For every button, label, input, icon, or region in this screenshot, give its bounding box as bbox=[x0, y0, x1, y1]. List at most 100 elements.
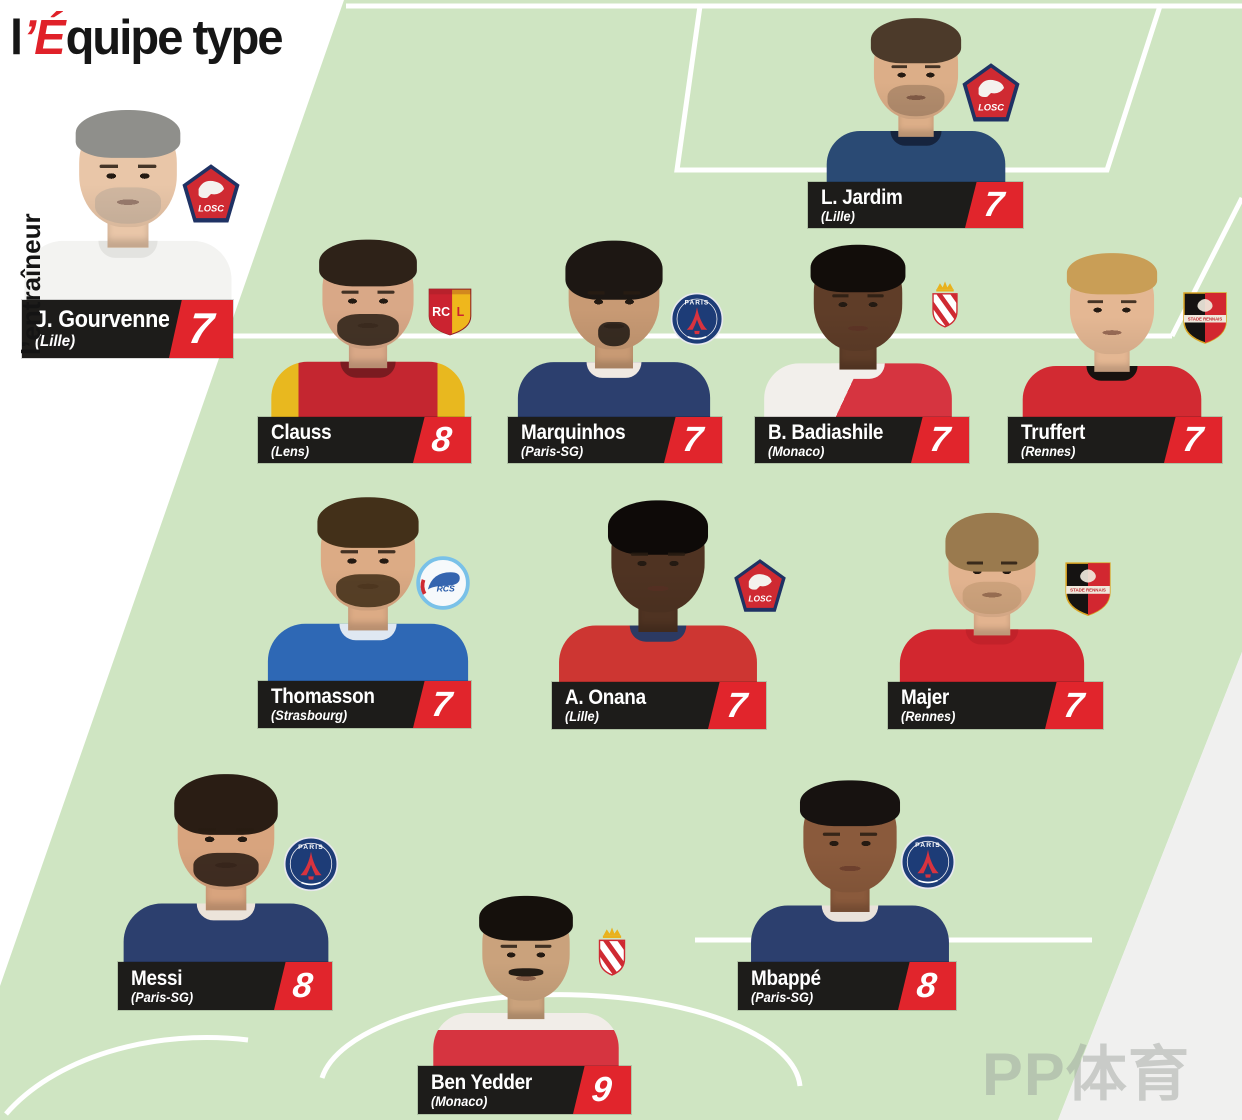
player-name: Messi bbox=[131, 966, 183, 990]
rennes-badge-icon: STADE RENNAIS bbox=[1180, 290, 1230, 346]
player-figure bbox=[267, 239, 469, 422]
player-name: B. Badiashile bbox=[768, 420, 884, 444]
player-photo bbox=[429, 895, 623, 1071]
lens-badge-icon: RC L bbox=[424, 286, 476, 338]
coach-banner: J. Gourvennec (Lille) 7 bbox=[22, 300, 233, 358]
psg-badge-icon: PARIS bbox=[670, 292, 724, 346]
rating-value: 7 bbox=[429, 684, 455, 724]
player-head bbox=[1066, 253, 1158, 355]
svg-text:LOSC: LOSC bbox=[978, 102, 1004, 112]
rating-value: 7 bbox=[724, 685, 750, 725]
player-photo bbox=[119, 774, 333, 967]
corner-gray-wedge bbox=[1058, 652, 1242, 1120]
player-shirt bbox=[271, 361, 465, 422]
player-club: (Paris-SG) bbox=[521, 443, 584, 459]
rating-value: 8 bbox=[429, 420, 455, 459]
player-head bbox=[479, 895, 573, 1001]
coach-role-label: l’entraîneur bbox=[16, 213, 46, 355]
player-shirt bbox=[517, 362, 711, 422]
player-figure bbox=[896, 512, 1088, 687]
player-photo bbox=[760, 244, 956, 422]
rating-badge: 7 bbox=[169, 300, 233, 358]
title-rest: quipe type bbox=[65, 11, 284, 65]
rating-value: 7 bbox=[981, 185, 1007, 224]
banner-text: Mbappé (Paris-SG) bbox=[738, 962, 898, 1010]
player-figure bbox=[760, 244, 956, 422]
svg-text:PARIS: PARIS bbox=[915, 842, 941, 849]
player-name: L. Jardim bbox=[821, 185, 903, 209]
player-name: Majer bbox=[901, 686, 950, 709]
player-shirt bbox=[559, 625, 757, 687]
rating-badge: 7 bbox=[965, 182, 1023, 228]
rating-value: 7 bbox=[680, 420, 706, 459]
player-head bbox=[810, 244, 906, 351]
rating-value: 8 bbox=[914, 966, 940, 1005]
banner-text: Messi (Paris-SG) bbox=[118, 962, 274, 1010]
svg-text:STADE RENNAIS: STADE RENNAIS bbox=[1188, 317, 1223, 322]
player-banner: Mbappé (Paris-SG) 8 bbox=[738, 962, 956, 1010]
facial-hair bbox=[508, 968, 544, 977]
player-figure bbox=[119, 774, 333, 967]
svg-text:RC: RC bbox=[432, 305, 450, 319]
monaco-badge-icon bbox=[588, 926, 636, 986]
player-banner: L. Jardim (Lille) 7 bbox=[808, 182, 1023, 228]
player-head bbox=[319, 239, 417, 349]
rating-badge: 8 bbox=[274, 962, 332, 1010]
player-shirt bbox=[751, 905, 949, 967]
rating-badge: 7 bbox=[1164, 417, 1222, 463]
facial-hair bbox=[193, 852, 259, 887]
svg-text:PARIS: PARIS bbox=[298, 844, 324, 851]
rating-badge: 9 bbox=[573, 1066, 631, 1114]
player-shirt bbox=[433, 1013, 619, 1071]
rating-badge: 7 bbox=[664, 417, 722, 463]
strasbourg-badge-icon: RCS bbox=[416, 556, 470, 610]
banner-text: A. Onana (Lille) bbox=[552, 682, 708, 729]
player-photo bbox=[264, 497, 473, 686]
player-figure bbox=[747, 780, 954, 967]
player-club: (Monaco) bbox=[768, 443, 825, 459]
player-club: (Lens) bbox=[271, 443, 310, 459]
player-name: J. Gourvennec bbox=[35, 306, 169, 333]
player-club: (Paris-SG) bbox=[131, 989, 194, 1005]
svg-text:PARIS: PARIS bbox=[685, 299, 710, 306]
psg-badge-icon: PARIS bbox=[283, 836, 339, 892]
player-figure bbox=[264, 497, 473, 686]
player-figure bbox=[555, 500, 762, 687]
rating-badge: 7 bbox=[1045, 682, 1103, 729]
player-photo bbox=[823, 18, 1009, 186]
player-figure bbox=[20, 110, 236, 305]
page-title: l’Équipe type bbox=[10, 10, 284, 66]
banner-text: Clauss (Lens) bbox=[258, 417, 413, 463]
player-shirt bbox=[267, 623, 469, 686]
player-head bbox=[317, 497, 419, 611]
player-banner: Majer (Rennes) 7 bbox=[888, 682, 1103, 729]
losc-badge-icon: LOSC bbox=[180, 163, 242, 225]
player-shirt bbox=[899, 629, 1085, 687]
player-club: (Monaco) bbox=[431, 1093, 488, 1109]
player-head bbox=[607, 500, 709, 613]
player-name: Ben Yedder bbox=[431, 1070, 532, 1094]
banner-text: J. Gourvennec (Lille) bbox=[22, 300, 169, 358]
rating-value: 7 bbox=[927, 420, 953, 459]
player-banner: B. Badiashile (Monaco) 7 bbox=[755, 417, 969, 463]
facial-hair bbox=[336, 313, 400, 346]
player-photo bbox=[267, 239, 469, 422]
coach-photo bbox=[20, 110, 236, 305]
player-shirt bbox=[123, 903, 329, 967]
player-name: Truffert bbox=[1021, 420, 1085, 444]
svg-text:RCS: RCS bbox=[437, 584, 455, 594]
player-photo bbox=[555, 500, 762, 687]
facial-hair bbox=[335, 574, 401, 608]
rating-badge: 8 bbox=[898, 962, 956, 1010]
rating-badge: 7 bbox=[708, 682, 766, 729]
rating-value: 8 bbox=[290, 966, 316, 1005]
player-shirt bbox=[24, 240, 232, 305]
banner-text: Truffert (Rennes) bbox=[1008, 417, 1164, 463]
player-name: A. Onana bbox=[565, 686, 646, 709]
rennes-badge-icon: STADE RENNAIS bbox=[1062, 560, 1114, 618]
player-club: (Lille) bbox=[821, 208, 855, 224]
losc-badge-icon: LOSC bbox=[732, 558, 788, 614]
facial-hair bbox=[598, 321, 630, 347]
svg-text:STADE RENNAIS: STADE RENNAIS bbox=[1070, 588, 1106, 593]
